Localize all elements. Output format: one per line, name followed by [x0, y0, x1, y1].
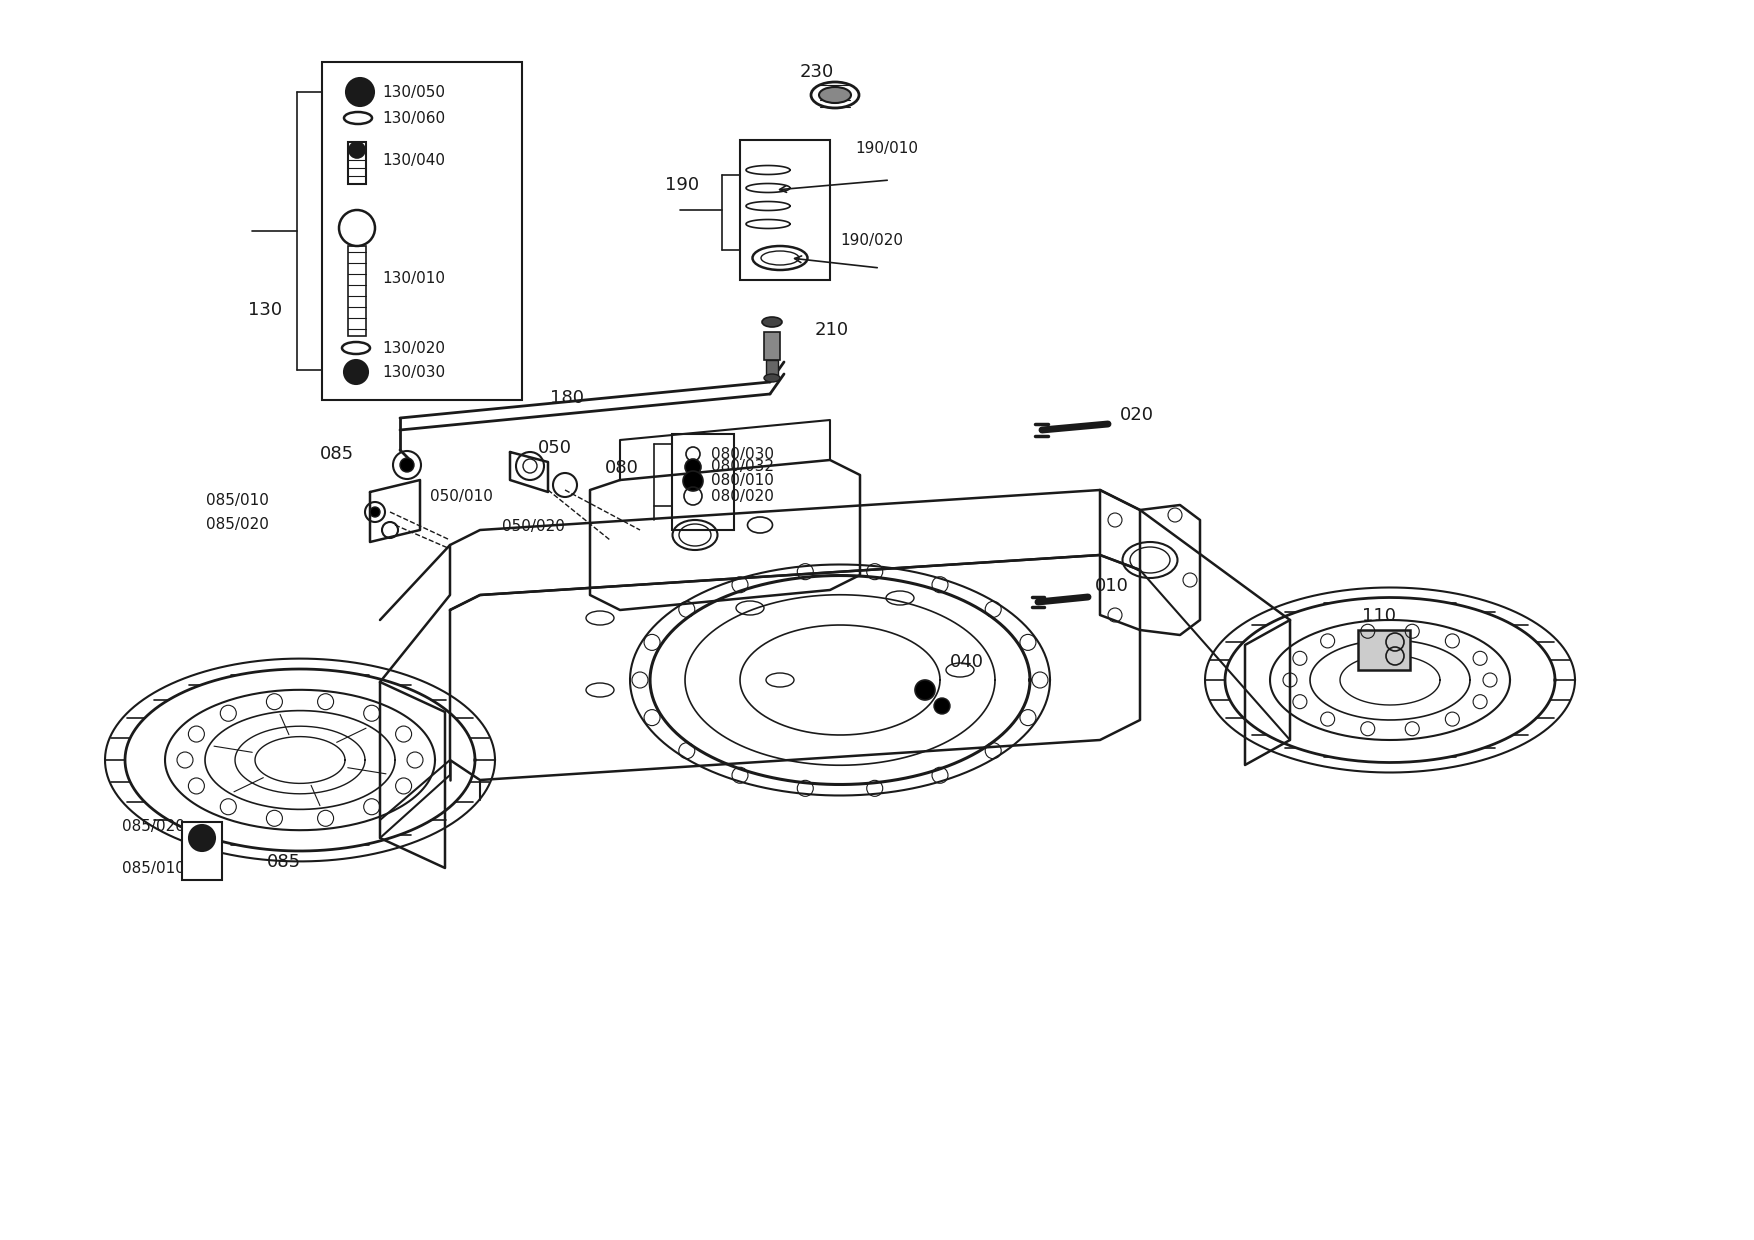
Circle shape: [682, 471, 703, 491]
Circle shape: [933, 698, 951, 714]
Circle shape: [344, 360, 368, 384]
Bar: [347, 246, 367, 336]
Circle shape: [189, 825, 216, 851]
Text: 180: 180: [551, 389, 584, 407]
Text: 130/050: 130/050: [382, 84, 446, 99]
Circle shape: [916, 680, 935, 701]
Circle shape: [370, 507, 381, 517]
Text: 110: 110: [1363, 608, 1396, 625]
Circle shape: [686, 459, 702, 475]
Text: 050/010: 050/010: [430, 489, 493, 503]
Circle shape: [349, 143, 365, 157]
Text: 210: 210: [816, 321, 849, 339]
Ellipse shape: [761, 317, 782, 327]
Text: 130/020: 130/020: [382, 341, 446, 356]
Text: 080: 080: [605, 459, 638, 477]
Text: 080/010: 080/010: [710, 474, 774, 489]
Text: 130/040: 130/040: [382, 153, 446, 167]
Text: 130/060: 130/060: [382, 110, 446, 125]
Text: 085: 085: [319, 445, 354, 463]
Text: 010: 010: [1094, 577, 1130, 595]
Text: 050/020: 050/020: [502, 518, 565, 533]
Text: 130/010: 130/010: [382, 270, 446, 285]
Bar: [765, 332, 781, 360]
Circle shape: [400, 458, 414, 472]
Text: 190: 190: [665, 176, 700, 193]
Bar: [1358, 630, 1410, 670]
Text: 080/020: 080/020: [710, 489, 774, 503]
Bar: [672, 434, 733, 529]
Ellipse shape: [765, 374, 781, 382]
Ellipse shape: [819, 87, 851, 103]
Bar: [323, 62, 523, 401]
Text: 020: 020: [1121, 405, 1154, 424]
Text: 085/010: 085/010: [205, 492, 268, 507]
Text: 080/032: 080/032: [710, 460, 774, 475]
Text: 050: 050: [538, 439, 572, 458]
Text: 085/010: 085/010: [123, 861, 184, 875]
Bar: [347, 143, 367, 184]
Text: 190/010: 190/010: [854, 140, 917, 155]
Text: 040: 040: [951, 653, 984, 671]
Text: 085/020: 085/020: [123, 818, 184, 833]
Text: 130/030: 130/030: [382, 365, 446, 379]
Text: 080/030: 080/030: [710, 446, 774, 461]
Circle shape: [346, 78, 374, 105]
Text: 085/020: 085/020: [205, 517, 268, 532]
Text: 230: 230: [800, 63, 835, 81]
Bar: [182, 822, 223, 880]
Bar: [766, 360, 779, 374]
Bar: [740, 140, 830, 280]
Text: 085: 085: [267, 853, 302, 870]
Text: 190/020: 190/020: [840, 233, 903, 248]
Text: 130: 130: [247, 301, 282, 319]
